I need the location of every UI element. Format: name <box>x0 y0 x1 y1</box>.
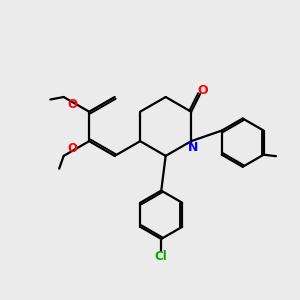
Text: N: N <box>188 141 198 154</box>
Text: O: O <box>197 84 208 97</box>
Text: O: O <box>68 98 78 111</box>
Text: O: O <box>68 142 78 155</box>
Text: Cl: Cl <box>155 250 168 263</box>
